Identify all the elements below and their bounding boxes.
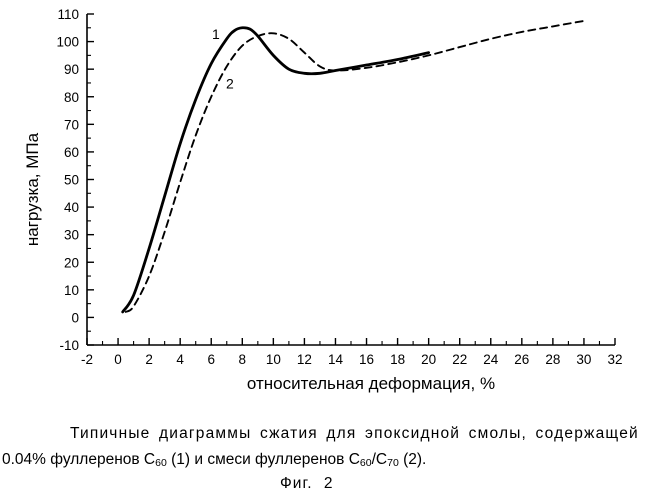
x-tick-label: 20 <box>421 352 436 367</box>
caption-text: (2). <box>399 451 427 468</box>
x-tick-label: 2 <box>145 352 153 367</box>
x-tick-label: 24 <box>483 352 499 367</box>
y-tick-label: 40 <box>64 200 79 215</box>
axes: -100102030405060708090100110-20246810121… <box>23 7 623 393</box>
x-tick-label: 28 <box>545 352 560 367</box>
y-tick-label: 20 <box>64 255 79 270</box>
series-line-2 <box>126 21 584 312</box>
series-line-1 <box>123 28 429 312</box>
y-tick-label: 80 <box>64 90 79 105</box>
series-group <box>123 21 584 312</box>
x-tick-label: 16 <box>359 352 374 367</box>
caption-line-1: Типичные диаграммы сжатия для эпоксидной… <box>0 423 647 445</box>
caption-subscript: 60 <box>155 457 167 469</box>
curve-label: 2 <box>226 75 234 91</box>
caption-text: /C <box>372 451 388 468</box>
x-tick-label: 8 <box>239 352 247 367</box>
x-tick-label: 12 <box>297 352 312 367</box>
x-tick-label: 26 <box>514 352 529 367</box>
y-tick-label: 50 <box>64 173 79 188</box>
x-tick-label: 14 <box>328 352 344 367</box>
y-tick-label: 30 <box>64 228 79 243</box>
x-tick-label: 30 <box>576 352 591 367</box>
caption-subscript: 70 <box>387 457 399 469</box>
y-tick-label: 60 <box>64 145 79 160</box>
y-tick-label: -10 <box>59 338 79 353</box>
y-tick-label: 70 <box>64 117 79 132</box>
y-tick-label: 110 <box>57 7 79 22</box>
figure-label: Фиг. 2 <box>280 475 333 493</box>
caption-text: 0.04% фуллеренов C <box>2 451 155 468</box>
x-tick-label: 22 <box>452 352 467 367</box>
caption-subscript: 60 <box>360 457 372 469</box>
caption-text: (1) и смеси фуллеренов C <box>167 451 360 468</box>
x-tick-label: 6 <box>207 352 215 367</box>
x-tick-label: 32 <box>607 352 622 367</box>
y-axis-label: нагрузка, МПа <box>23 132 42 246</box>
chart: -100102030405060708090100110-20246810121… <box>0 0 647 400</box>
x-tick-label: 10 <box>266 352 281 367</box>
y-tick-label: 100 <box>56 35 79 50</box>
x-tick-label: 4 <box>176 352 184 367</box>
y-tick-label: 90 <box>64 62 79 77</box>
curve-label: 1 <box>212 26 220 42</box>
x-axis-label: относительная деформация, % <box>247 374 495 393</box>
x-tick-label: 18 <box>390 352 405 367</box>
y-tick-label: 0 <box>71 310 79 325</box>
y-tick-label: 10 <box>64 283 79 298</box>
x-tick-label: 0 <box>114 352 122 367</box>
x-tick-label: -2 <box>81 352 93 367</box>
caption-line-2: 0.04% фуллеренов C60 (1) и смеси фуллере… <box>0 449 647 471</box>
